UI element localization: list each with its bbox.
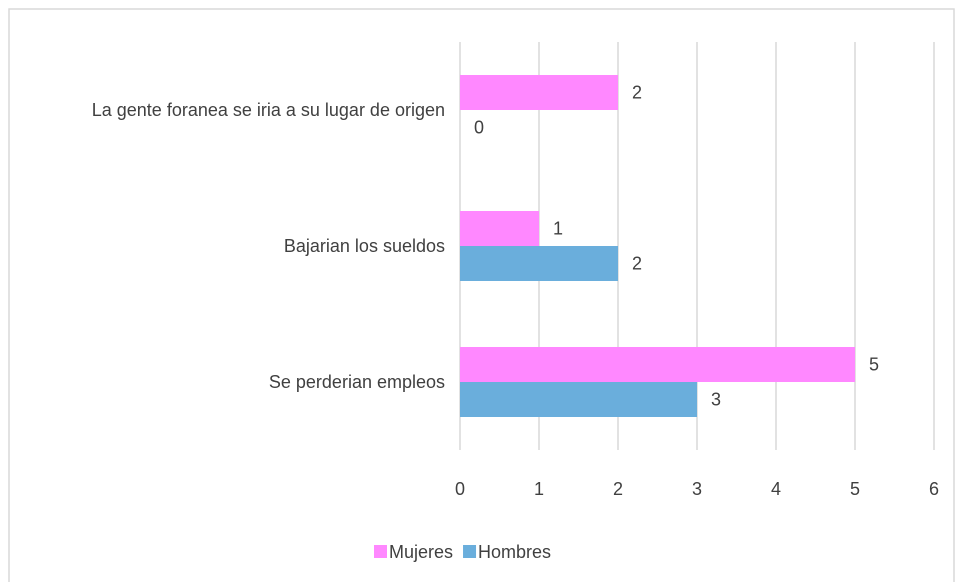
- bar: [460, 211, 539, 246]
- x-tick-label: 6: [929, 479, 939, 499]
- x-tick-label: 2: [613, 479, 623, 499]
- bar: [460, 382, 697, 417]
- data-label: 2: [632, 82, 642, 102]
- data-label: 5: [869, 354, 879, 374]
- legend-swatch: [463, 545, 477, 558]
- chart-border: [8, 8, 955, 582]
- data-label: 1: [553, 218, 563, 238]
- data-label: 2: [632, 253, 642, 273]
- bar: [460, 347, 855, 382]
- data-label: 0: [474, 117, 484, 137]
- bar: [460, 246, 618, 281]
- x-tick-label: 4: [771, 479, 781, 499]
- y-tick-label: La gente foranea se iria a su lugar de o…: [91, 100, 445, 120]
- legend-swatch: [374, 545, 387, 558]
- x-tick-label: 5: [850, 479, 860, 499]
- legend-label: Hombres: [478, 542, 551, 562]
- x-tick-label: 0: [455, 479, 465, 499]
- y-tick-label: Se perderian empleos: [268, 372, 445, 392]
- bar: [460, 75, 618, 110]
- x-tick-label: 3: [692, 479, 702, 499]
- y-tick-label: Bajarian los sueldos: [283, 236, 445, 256]
- x-tick-label: 1: [534, 479, 544, 499]
- legend-label: Mujeres: [389, 542, 453, 562]
- data-label: 3: [711, 389, 721, 409]
